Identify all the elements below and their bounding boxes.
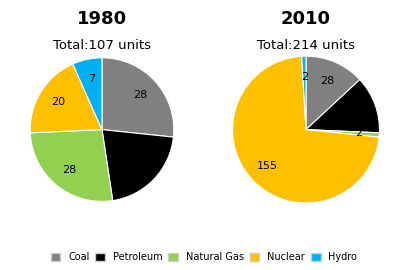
Wedge shape — [233, 56, 379, 203]
Text: 22: 22 — [132, 160, 146, 170]
Text: 28: 28 — [133, 90, 148, 100]
Wedge shape — [102, 58, 174, 137]
Text: 28: 28 — [62, 164, 76, 174]
Text: Total:214 units: Total:214 units — [257, 39, 355, 52]
Wedge shape — [306, 56, 360, 130]
Wedge shape — [306, 80, 379, 133]
Legend: Coal, Petroleum, Natural Gas, Nuclear, Hydro: Coal, Petroleum, Natural Gas, Nuclear, H… — [48, 249, 360, 265]
Text: 2010: 2010 — [281, 10, 331, 28]
Text: 7: 7 — [88, 74, 95, 84]
Wedge shape — [30, 64, 102, 133]
Wedge shape — [102, 130, 173, 201]
Text: 2: 2 — [301, 72, 308, 82]
Text: Total:107 units: Total:107 units — [53, 39, 151, 52]
Wedge shape — [306, 130, 379, 137]
Text: 20: 20 — [51, 97, 65, 107]
Wedge shape — [302, 56, 306, 130]
Text: 27: 27 — [348, 106, 363, 116]
Text: 2: 2 — [355, 129, 362, 139]
Wedge shape — [30, 130, 113, 201]
Wedge shape — [73, 58, 102, 130]
Text: 155: 155 — [257, 161, 278, 171]
Text: 28: 28 — [320, 76, 334, 86]
Text: 1980: 1980 — [77, 10, 127, 28]
